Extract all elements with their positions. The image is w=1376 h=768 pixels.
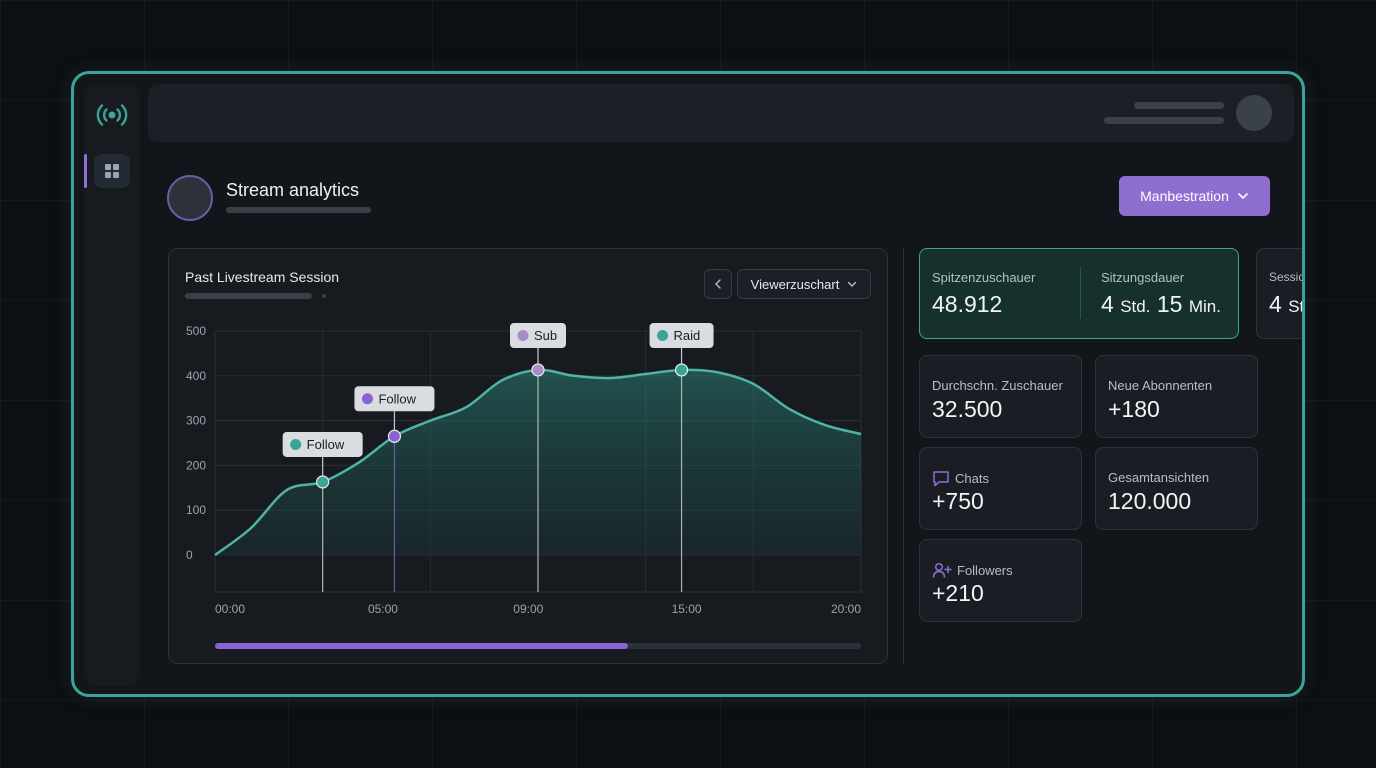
y-tick-label: 0 bbox=[186, 548, 193, 562]
followers-label-row: Followers bbox=[932, 562, 1013, 579]
sessions-label: Sessions hints. (nc bbox=[1269, 270, 1305, 284]
chats-label: Chats bbox=[955, 471, 989, 486]
sidebar-item-dashboard[interactable] bbox=[94, 154, 130, 188]
x-tick-label: 00:00 bbox=[215, 602, 245, 616]
total-views-value: 120.000 bbox=[1108, 488, 1192, 514]
peak-viewers-value: 48.912 bbox=[932, 291, 1003, 317]
chart-title: Past Livestream Session bbox=[185, 269, 340, 285]
new-subs-label: Neue Abonnenten bbox=[1108, 378, 1213, 393]
event-color-dot bbox=[517, 330, 529, 341]
session-duration-value: 4 Std. 15 Min. bbox=[1101, 291, 1221, 317]
metric-select-label: Viewerzuschart bbox=[750, 276, 840, 292]
y-tick-label: 200 bbox=[186, 458, 206, 472]
chevron-down-icon bbox=[1238, 193, 1248, 200]
sidebar bbox=[84, 84, 140, 686]
total-views-label: Gesamtansichten bbox=[1108, 470, 1210, 485]
event-label: Follow bbox=[378, 391, 416, 406]
stat-card-total-views: Gesamtansichten 120.000 bbox=[1095, 447, 1258, 530]
session-duration-label: Sitzungsdauer bbox=[1101, 270, 1185, 285]
stat-card-sessions: Sessions hints. (nc 4 Std. 15 Mi bbox=[1256, 248, 1305, 339]
event-tooltip bbox=[354, 386, 435, 412]
chart-subtitle-placeholder bbox=[185, 293, 312, 299]
stat-inner-divider bbox=[1080, 267, 1081, 319]
y-tick-label: 500 bbox=[186, 324, 206, 338]
chats-value: +750 bbox=[932, 488, 984, 514]
y-tick-label: 400 bbox=[186, 369, 206, 383]
followers-label: Followers bbox=[957, 563, 1013, 578]
peak-viewers-label: Spitzenzuschauer bbox=[932, 270, 1036, 285]
chat-icon bbox=[933, 471, 949, 487]
event-point[interactable] bbox=[531, 363, 545, 377]
channel-avatar bbox=[167, 175, 213, 221]
y-tick-label: 300 bbox=[186, 414, 206, 428]
x-tick-label: 20:00 bbox=[831, 602, 861, 616]
event-point[interactable] bbox=[387, 429, 402, 443]
event-label: Sub bbox=[534, 328, 557, 343]
user-avatar[interactable] bbox=[1236, 95, 1272, 131]
event-point[interactable] bbox=[674, 363, 689, 377]
event-tooltip bbox=[649, 323, 714, 348]
x-tick-label: 05:00 bbox=[368, 602, 398, 616]
event-color-dot bbox=[290, 438, 302, 450]
chart-timeline-scrollbar[interactable] bbox=[215, 643, 861, 649]
event-marker-sub[interactable]: Sub bbox=[510, 323, 566, 592]
event-tooltip bbox=[510, 323, 566, 348]
top-bar bbox=[148, 84, 1294, 142]
stat-card-peak-duration: Spitzenzuschauer 48.912 Sitzungsdauer 4 … bbox=[919, 248, 1239, 339]
stat-card-chats: Chats +750 bbox=[919, 447, 1082, 530]
stat-card-avg-viewers: Durchschn. Zuschauer 32.500 bbox=[919, 355, 1082, 438]
event-point[interactable] bbox=[316, 475, 330, 489]
followers-value: +210 bbox=[932, 580, 984, 606]
event-color-dot bbox=[657, 330, 669, 341]
action-dropdown-label: Manbestration bbox=[1140, 188, 1229, 204]
event-marker-follow[interactable]: Follow bbox=[354, 386, 435, 592]
event-tooltip bbox=[282, 431, 363, 457]
chevron-down-icon bbox=[848, 281, 857, 287]
event-marker-raid[interactable]: Raid bbox=[649, 323, 714, 592]
broadcast-icon[interactable] bbox=[95, 100, 129, 130]
panel-divider bbox=[903, 248, 904, 664]
new-subs-value: +180 bbox=[1108, 396, 1160, 422]
y-tick-label: 100 bbox=[186, 503, 206, 517]
chevron-left-icon bbox=[715, 279, 721, 289]
x-tick-label: 15:00 bbox=[672, 602, 702, 616]
chart-prev-button[interactable] bbox=[704, 269, 732, 299]
avg-viewers-value: 32.500 bbox=[932, 396, 1003, 422]
page-subtitle-placeholder bbox=[226, 207, 371, 213]
event-label: Follow bbox=[307, 437, 345, 452]
event-color-dot bbox=[361, 393, 373, 405]
top-bar-placeholder-line bbox=[1104, 117, 1224, 124]
avg-viewers-label: Durchschn. Zuschauer bbox=[932, 378, 1063, 393]
user-plus-icon bbox=[932, 562, 952, 578]
page-title: Stream analytics bbox=[226, 180, 360, 200]
event-marker-follow[interactable]: Follow bbox=[282, 431, 363, 592]
event-label: Raid bbox=[674, 328, 701, 343]
app-window: Stream analytics Manbestration Past Live… bbox=[71, 71, 1305, 697]
sidebar-active-indicator bbox=[84, 154, 87, 188]
top-bar-placeholder-line bbox=[1134, 102, 1224, 109]
chart-timeline-scroll-thumb[interactable] bbox=[215, 643, 629, 649]
sessions-value: 4 Std. 15 Mi bbox=[1269, 291, 1305, 317]
chart-card: Past Livestream Session Viewerzuschart 5… bbox=[168, 248, 888, 664]
chart-subtitle-dot bbox=[322, 294, 326, 298]
viewers-area-chart: 500 400 300 200 100 0 00:00 05:00 09:00 15:00 20:… bbox=[186, 323, 862, 616]
action-dropdown-button[interactable]: Manbestration bbox=[1119, 176, 1270, 216]
x-tick-label: 09:00 bbox=[513, 602, 543, 616]
metric-select[interactable]: Viewerzuschart bbox=[737, 269, 871, 299]
stat-card-followers: Followers +210 bbox=[919, 539, 1082, 622]
dashboard-icon bbox=[105, 164, 119, 178]
chats-label-row: Chats bbox=[932, 470, 989, 487]
stat-card-new-subs: Neue Abonnenten +180 bbox=[1095, 355, 1258, 438]
